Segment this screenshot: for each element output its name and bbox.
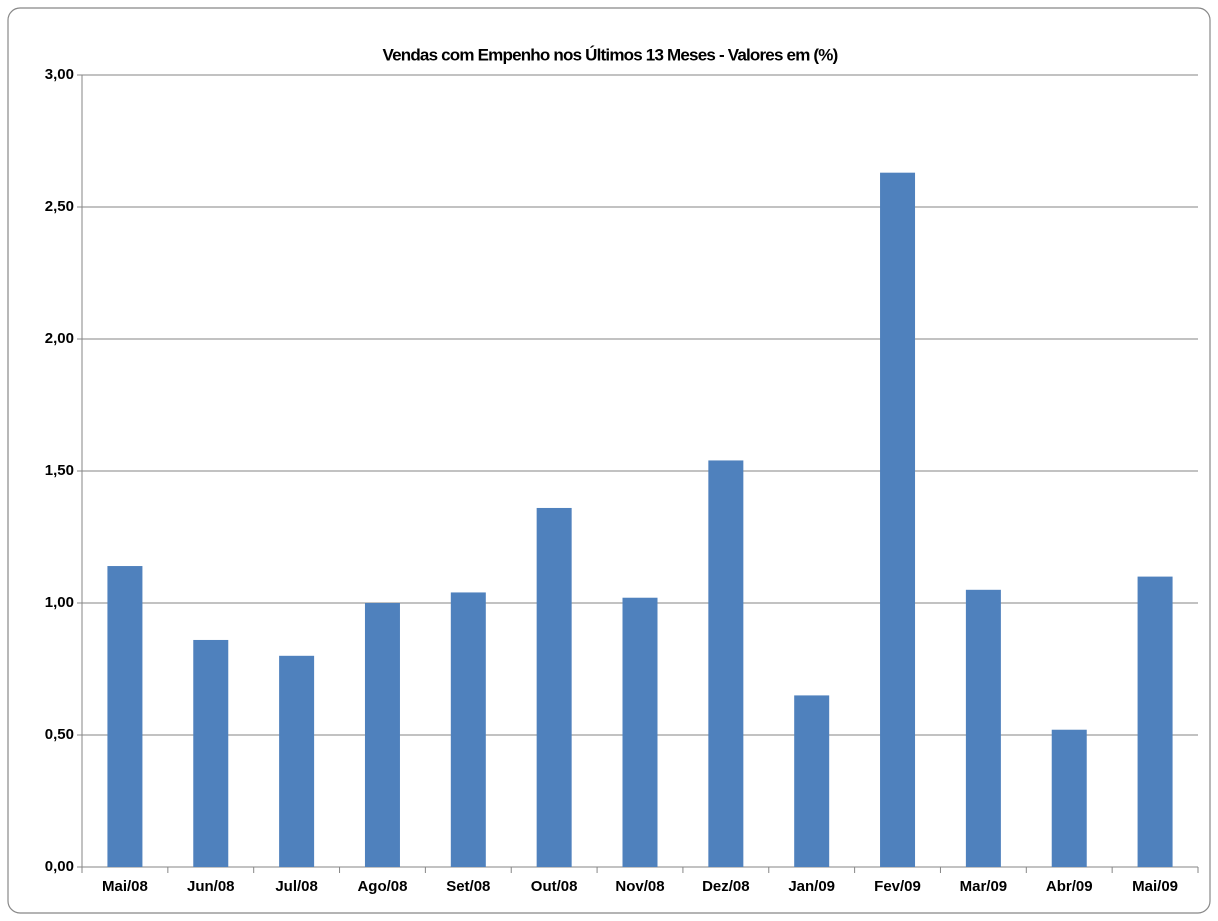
bar <box>965 589 1001 867</box>
x-tick-label: Out/08 <box>531 878 578 895</box>
bar <box>622 597 658 867</box>
x-tick-label: Mai/09 <box>1132 878 1178 895</box>
chart-border <box>7 7 1211 914</box>
bar <box>794 695 830 867</box>
x-tick-label: Jul/08 <box>275 878 318 895</box>
y-tick-label: 0,00 <box>45 858 74 875</box>
bar <box>279 655 315 867</box>
x-tick-label: Jun/08 <box>187 878 235 895</box>
bar <box>450 592 486 867</box>
y-tick-label: 3,00 <box>45 66 74 83</box>
bar <box>364 603 400 867</box>
bar <box>880 172 916 867</box>
x-tick-label: Abr/09 <box>1046 878 1093 895</box>
bar <box>1137 576 1173 867</box>
x-tick-label: Jan/09 <box>788 878 835 895</box>
x-tick-label: Set/08 <box>446 878 490 895</box>
y-tick-label: 1,50 <box>45 462 74 479</box>
chart-title: Vendas com Empenho nos Últimos 13 Meses … <box>383 45 838 64</box>
bar <box>708 460 744 867</box>
x-tick-label: Ago/08 <box>357 878 407 895</box>
bar <box>536 507 572 867</box>
bar <box>107 566 143 867</box>
bar <box>1051 729 1087 867</box>
bar <box>193 639 229 867</box>
y-tick-label: 2,00 <box>45 330 74 347</box>
x-tick-label: Fev/09 <box>874 878 921 895</box>
x-tick-label: Mar/09 <box>960 878 1008 895</box>
y-tick-label: 0,50 <box>45 726 74 743</box>
x-tick-label: Mai/08 <box>102 878 148 895</box>
x-tick-label: Dez/08 <box>702 878 750 895</box>
x-tick-label: Nov/08 <box>615 878 664 895</box>
y-tick-label: 1,00 <box>45 594 74 611</box>
y-tick-label: 2,50 <box>45 198 74 215</box>
